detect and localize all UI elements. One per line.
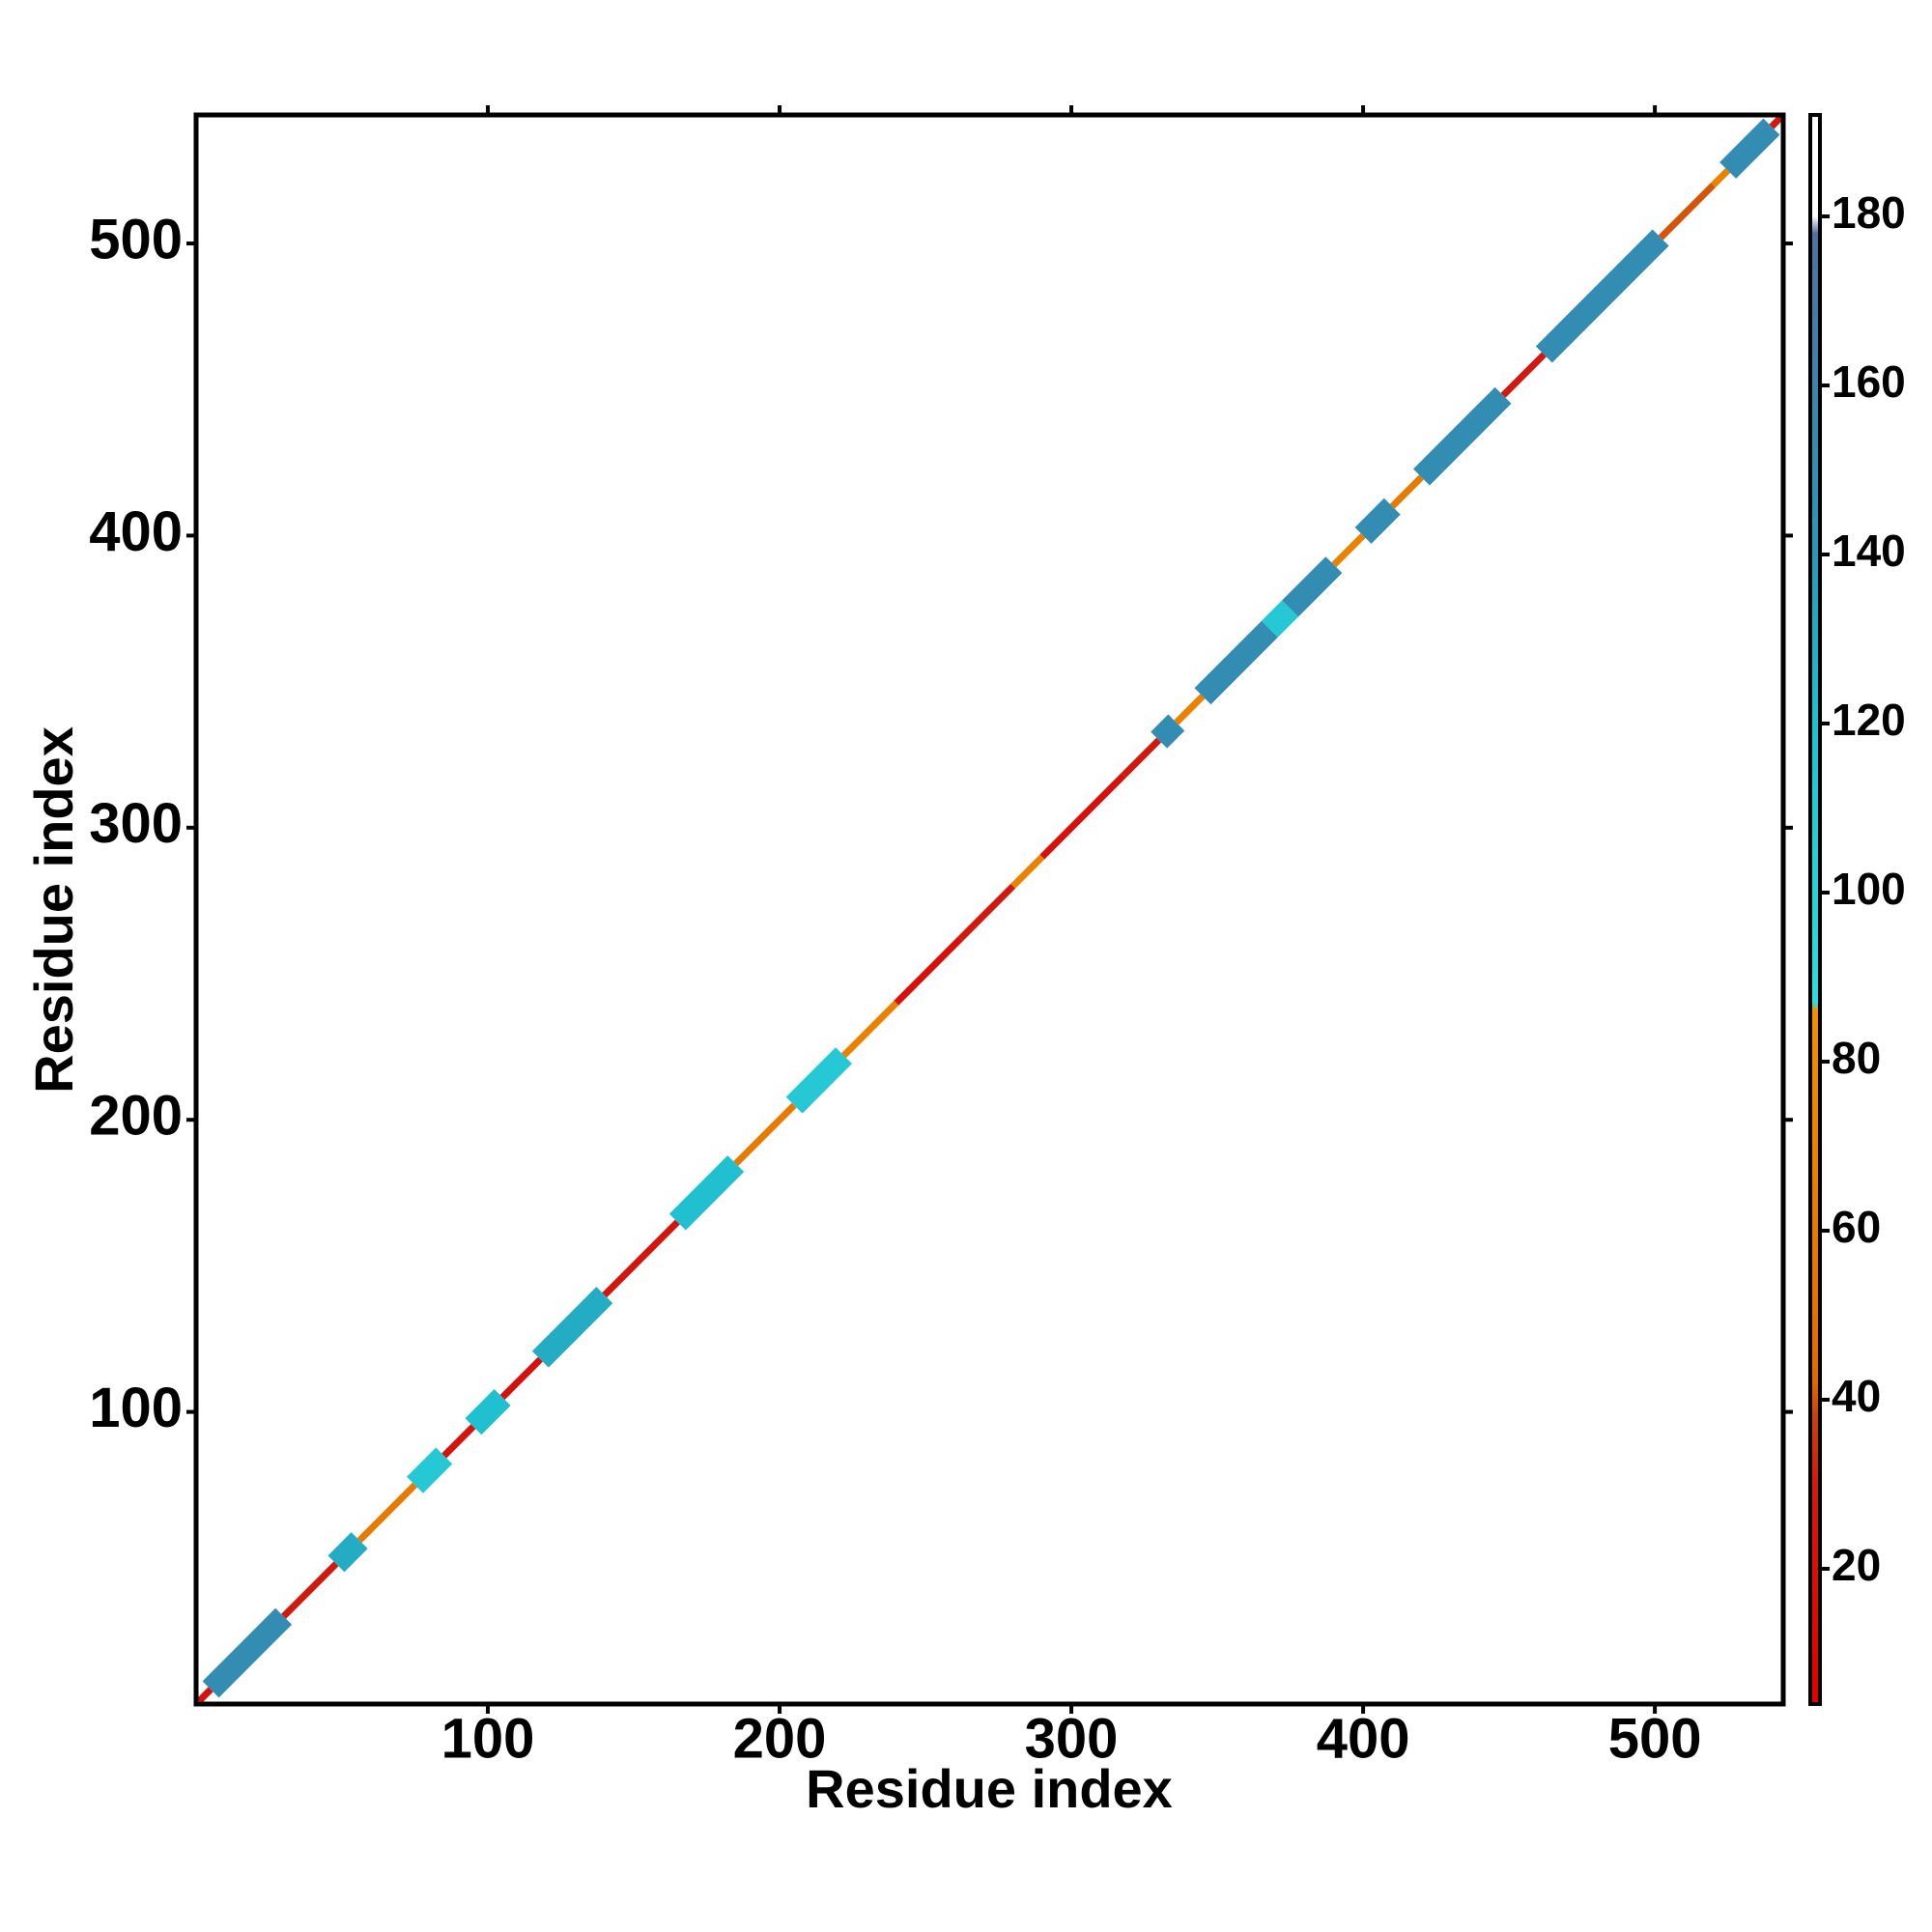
diagonal-segment	[465, 1389, 511, 1435]
diagonal-segment	[1282, 556, 1343, 617]
colorbar-tick-label: 100	[1832, 864, 1906, 914]
diagonal-segment	[407, 1447, 453, 1493]
colorbar-tick-label: 160	[1832, 356, 1906, 407]
diagonal-segment	[1194, 620, 1278, 705]
diagonal-segment	[281, 1561, 339, 1619]
diagonal-segment	[531, 1287, 613, 1368]
x-axis-label: Residue index	[806, 1758, 1173, 1819]
diagonal-segment	[1711, 167, 1731, 188]
plot-frame	[193, 112, 1786, 1707]
diagonal-segment	[1010, 854, 1045, 889]
y-axis-label: Residue index	[23, 726, 84, 1094]
diagonal-segment	[894, 936, 963, 1006]
diagonal-segment	[441, 1424, 476, 1459]
diagonal-segment	[499, 1356, 543, 1400]
colorbar-tick-label: 80	[1832, 1033, 1881, 1083]
x-tick-label: 100	[441, 1707, 535, 1770]
diagonal-segment	[1331, 532, 1366, 568]
diagonal-segment	[356, 1482, 417, 1544]
diagonal-segment	[841, 1000, 899, 1059]
diagonal-segment	[1174, 694, 1206, 725]
colorbar-tick-label: 60	[1832, 1202, 1881, 1252]
diagonal-segment	[957, 883, 1016, 942]
colorbar-tick-label: 180	[1832, 187, 1906, 238]
x-tick-label: 400	[1317, 1707, 1410, 1770]
y-tick-label: 300	[89, 792, 183, 855]
diagonal-segment	[1535, 229, 1669, 363]
diagonal-segment	[785, 1047, 852, 1114]
diagonal-segment	[1413, 386, 1512, 486]
diagonal-segment	[1500, 352, 1547, 398]
diagonal-segment	[1039, 772, 1126, 860]
diagonal-segment	[1658, 183, 1716, 241]
diagonal-segment	[1121, 737, 1162, 778]
x-tick-label: 500	[1608, 1707, 1702, 1770]
colorbar-tick-label: 20	[1832, 1540, 1881, 1590]
diagonal-segment	[1389, 474, 1424, 509]
colorbar-tick-label: 120	[1832, 695, 1906, 745]
diagonal-segment	[602, 1219, 680, 1298]
diagonal-segment	[202, 1607, 293, 1698]
colorbar	[1808, 113, 1822, 1706]
colorbar-tick-label: 40	[1832, 1371, 1881, 1421]
y-tick-label: 200	[89, 1085, 183, 1148]
colorbar-tick-label: 140	[1832, 526, 1906, 576]
diagonal-segment	[1719, 118, 1780, 179]
diagonal-segment	[668, 1155, 745, 1231]
diagonal-segment	[1354, 497, 1401, 544]
diagonal-segment	[1261, 600, 1299, 638]
y-tick-label: 500	[89, 208, 183, 270]
diagonal-segment	[1151, 714, 1185, 749]
diagonal-segment	[196, 1687, 213, 1704]
diagonal-segment	[327, 1532, 368, 1573]
x-tick-label: 300	[1025, 1707, 1119, 1770]
y-tick-label: 100	[89, 1377, 183, 1439]
x-tick-label: 200	[733, 1707, 827, 1770]
diagonal-segment	[733, 1102, 797, 1167]
y-tick-label: 400	[89, 500, 183, 563]
